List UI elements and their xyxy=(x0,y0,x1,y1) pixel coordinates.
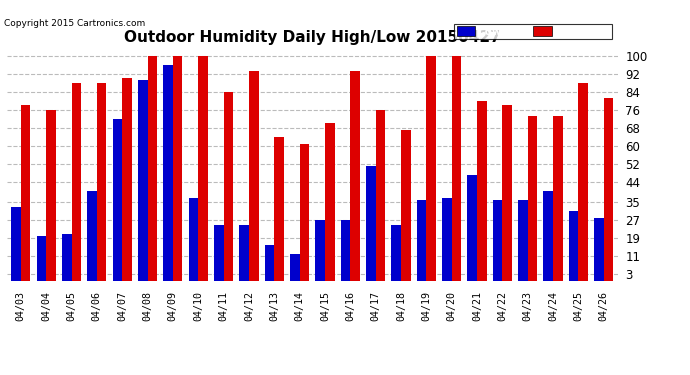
Bar xyxy=(426,56,436,281)
Bar xyxy=(477,100,486,281)
Bar xyxy=(188,198,198,281)
Bar xyxy=(325,123,335,281)
Bar xyxy=(569,211,578,281)
Bar xyxy=(62,234,72,281)
Bar xyxy=(11,207,21,281)
Bar xyxy=(578,82,588,281)
Bar xyxy=(391,225,401,281)
Bar xyxy=(173,56,182,281)
Bar xyxy=(122,78,132,281)
Bar xyxy=(46,110,56,281)
Bar xyxy=(214,225,224,281)
Bar xyxy=(87,191,97,281)
Bar xyxy=(164,64,173,281)
Bar xyxy=(594,218,604,281)
Bar xyxy=(604,98,613,281)
Bar xyxy=(315,220,325,281)
Bar xyxy=(493,200,502,281)
Bar xyxy=(442,198,451,281)
Bar xyxy=(264,245,274,281)
Bar xyxy=(148,56,157,281)
Bar xyxy=(341,220,351,281)
Bar xyxy=(518,200,528,281)
Bar xyxy=(37,236,46,281)
Bar xyxy=(138,80,148,281)
Bar xyxy=(299,144,309,281)
Bar xyxy=(97,82,106,281)
Bar xyxy=(224,92,233,281)
Bar xyxy=(290,254,299,281)
Bar xyxy=(417,200,426,281)
Bar xyxy=(553,117,562,281)
Title: Outdoor Humidity Daily High/Low 20150427: Outdoor Humidity Daily High/Low 20150427 xyxy=(124,30,501,45)
Bar xyxy=(239,225,249,281)
Legend: Low  (%), High  (%): Low (%), High (%) xyxy=(454,24,612,39)
Bar xyxy=(366,166,375,281)
Bar xyxy=(351,71,360,281)
Bar xyxy=(528,117,538,281)
Text: Copyright 2015 Cartronics.com: Copyright 2015 Cartronics.com xyxy=(4,18,145,27)
Bar xyxy=(198,56,208,281)
Bar xyxy=(72,82,81,281)
Bar xyxy=(249,71,259,281)
Bar xyxy=(401,130,411,281)
Bar xyxy=(375,110,385,281)
Bar xyxy=(451,56,461,281)
Bar xyxy=(21,105,30,281)
Bar xyxy=(543,191,553,281)
Bar xyxy=(274,137,284,281)
Bar xyxy=(502,105,512,281)
Bar xyxy=(467,175,477,281)
Bar xyxy=(112,119,122,281)
